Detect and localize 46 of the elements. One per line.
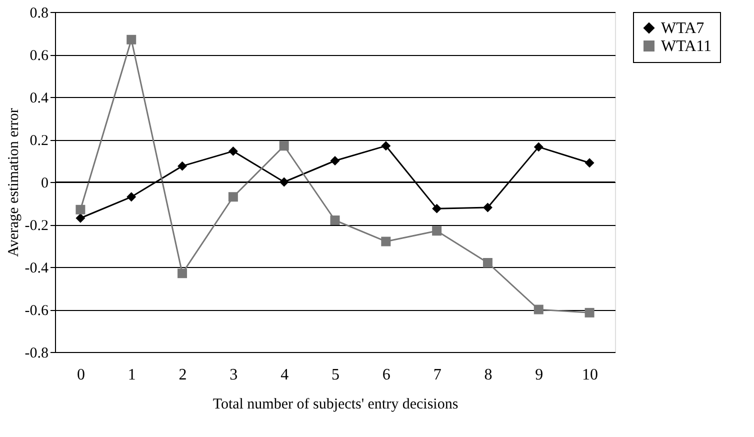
y-tick-label: -0.6	[24, 303, 49, 319]
point	[279, 141, 289, 151]
y-tick-label: 0	[41, 176, 48, 192]
point	[228, 192, 238, 202]
x-tick-label: 6	[382, 366, 390, 384]
x-tick-label: 10	[582, 366, 598, 384]
y-tick-label: -0.2	[24, 218, 48, 234]
x-tick-label: 8	[484, 366, 492, 384]
point	[126, 34, 136, 44]
x-axis-title: Total number of subjects' entry decisions	[212, 396, 458, 412]
y-tick-label: -0.8	[24, 346, 48, 362]
x-tick-label: 1	[128, 366, 136, 384]
y-tick-label: 0.2	[30, 133, 48, 149]
point	[432, 226, 442, 236]
x-tick-label: 2	[178, 366, 187, 384]
point	[534, 304, 544, 314]
point	[76, 213, 86, 223]
x-tick-label: 9	[535, 366, 544, 384]
legend-label: WTA11	[661, 38, 712, 55]
x-tick-label: 0	[76, 366, 85, 384]
point	[482, 202, 492, 212]
point	[482, 258, 492, 268]
point	[330, 156, 340, 166]
point	[381, 236, 391, 246]
point	[584, 158, 594, 168]
point	[178, 161, 188, 171]
point	[432, 204, 442, 214]
point	[126, 192, 136, 202]
legend-label: WTA7	[661, 20, 704, 37]
point	[584, 308, 594, 318]
point	[279, 177, 289, 187]
y-axis-title: Average estimation error	[6, 108, 22, 257]
x-tick-label: 3	[230, 366, 238, 384]
y-tick-label: 0.4	[30, 90, 49, 106]
x-tick-label: 5	[332, 366, 340, 384]
y-tick-label: 0.8	[30, 6, 48, 22]
point	[178, 268, 188, 278]
point	[381, 141, 391, 151]
y-tick-label: 0.6	[30, 48, 49, 64]
point	[330, 216, 340, 225]
x-tick-label: 4	[280, 366, 289, 384]
point	[76, 204, 86, 214]
point	[534, 142, 544, 152]
x-tick-label: 7	[433, 366, 442, 384]
point	[228, 146, 238, 156]
y-tick-label: -0.4	[24, 260, 49, 276]
